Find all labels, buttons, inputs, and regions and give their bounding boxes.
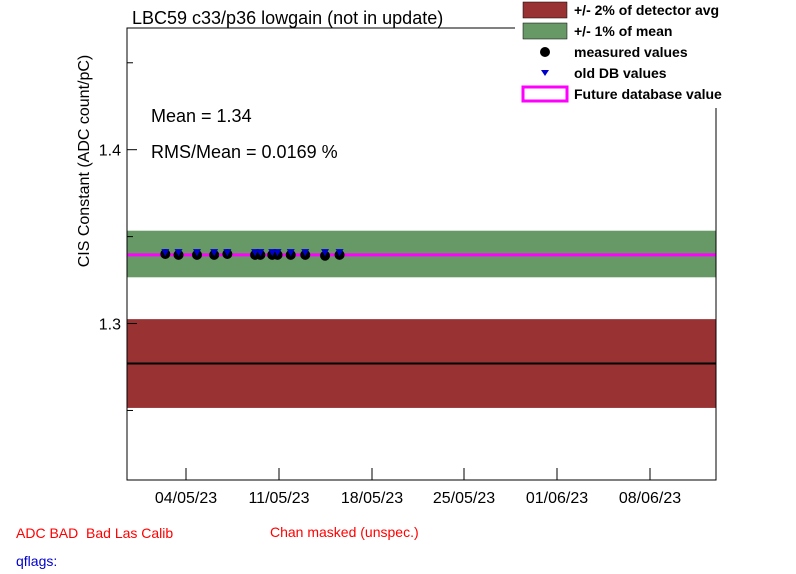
legend-label: +/- 1% of mean [574, 23, 672, 39]
legend: +/- 2% of detector avg +/- 1% of mean meas… [515, 0, 796, 108]
legend-label: old DB values [574, 65, 667, 81]
y-tick-label: 1.4 [99, 143, 121, 160]
mean-annotation: Mean = 1.34 [151, 106, 252, 126]
old-db-point [174, 249, 183, 257]
legend-label: Future database value [574, 86, 722, 102]
legend-swatch [541, 70, 549, 76]
legend-label: measured values [574, 44, 688, 60]
plot-frame [126, 27, 717, 481]
old-db-point [268, 249, 277, 257]
points-layer [160, 249, 345, 261]
old-db-point [301, 249, 310, 257]
old-db-point [335, 249, 344, 257]
x-tick-label: 11/05/23 [248, 490, 309, 507]
x-tick-label: 08/06/23 [619, 490, 681, 507]
axes-layer: 1.3 1.4 04/05/23 11/05/23 18/05/23 25/05/23 01… [99, 62, 681, 507]
x-tick-label: 18/05/23 [341, 490, 403, 507]
old-db-point [286, 249, 295, 257]
old-db-point [273, 249, 282, 257]
channel-mask-status: Chan masked (unspec.) [270, 524, 419, 540]
old-db-point [223, 249, 232, 257]
x-tick-label: 25/05/23 [433, 490, 495, 507]
status-flags: ADC BAD Bad Las Calib [16, 525, 174, 541]
legend-swatch [540, 47, 550, 57]
rms-annotation: RMS/Mean = 0.0169 % [151, 142, 338, 162]
chart-title: LBC59 c33/p36 lowgain (not in update) [132, 8, 443, 28]
qflags-label: qflags: [16, 553, 58, 569]
y-tick-label: 1.3 [99, 317, 121, 334]
old-db-point [193, 249, 201, 257]
legend-label: +/- 2% of detector avg [574, 2, 719, 18]
legend-swatch [521, 85, 569, 103]
old-db-point [256, 249, 265, 257]
old-db-point [251, 249, 260, 257]
legend-swatch [522, 1, 568, 19]
old-db-point [321, 249, 330, 257]
legend-swatch [522, 22, 568, 40]
old-db-point [161, 249, 170, 257]
x-tick-label: 04/05/23 [155, 490, 217, 507]
x-tick-label: 01/06/23 [526, 490, 588, 507]
y-axis-label: CIS Constant (ADC count/pC) [76, 55, 93, 268]
old-db-point [210, 249, 219, 257]
